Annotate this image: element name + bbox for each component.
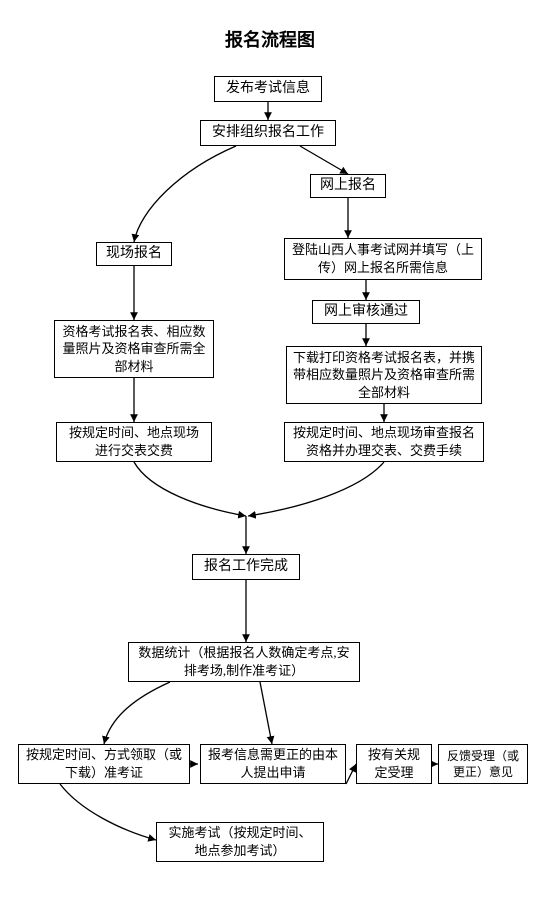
node-download-materials: 下载打印资格考试报名表，并携带相应数量照片及资格审查所需全部材料 <box>286 346 482 404</box>
node-publish-exam-info: 发布考试信息 <box>214 76 322 102</box>
node-onsite-registration: 现场报名 <box>96 242 172 266</box>
node-feedback-opinion: 反馈受理（或更正）意见 <box>438 744 528 784</box>
node-arrange-registration: 安排组织报名工作 <box>200 120 336 146</box>
node-accept-by-rules: 按有关规定受理 <box>356 744 432 784</box>
node-onsite-materials: 资格考试报名表、相应数量照片及资格审查所需全部材料 <box>54 320 214 378</box>
node-data-statistics: 数据统计（根据报名人数确定考点,安排考场,制作准考证） <box>128 642 360 682</box>
node-online-registration: 网上报名 <box>310 174 386 198</box>
node-get-admission-ticket: 按规定时间、方式领取（或下载）准考证 <box>18 744 190 784</box>
node-login-fill-info: 登陆山西人事考试网并填写（上传）网上报名所需信息 <box>284 238 482 280</box>
node-info-correction-req: 报考信息需更正的由本人提出申请 <box>200 744 346 784</box>
node-take-exam: 实施考试（按规定时间、地点参加考试） <box>156 822 324 862</box>
node-registration-done: 报名工作完成 <box>192 554 300 580</box>
page-title: 报名流程图 <box>200 26 340 52</box>
node-onsite-review-pay: 按规定时间、地点现场审查报名资格并办理交表、交费手续 <box>284 422 484 462</box>
node-onsite-submit-pay: 按规定时间、地点现场进行交表交费 <box>56 422 212 462</box>
node-online-review-pass: 网上审核通过 <box>312 300 420 324</box>
